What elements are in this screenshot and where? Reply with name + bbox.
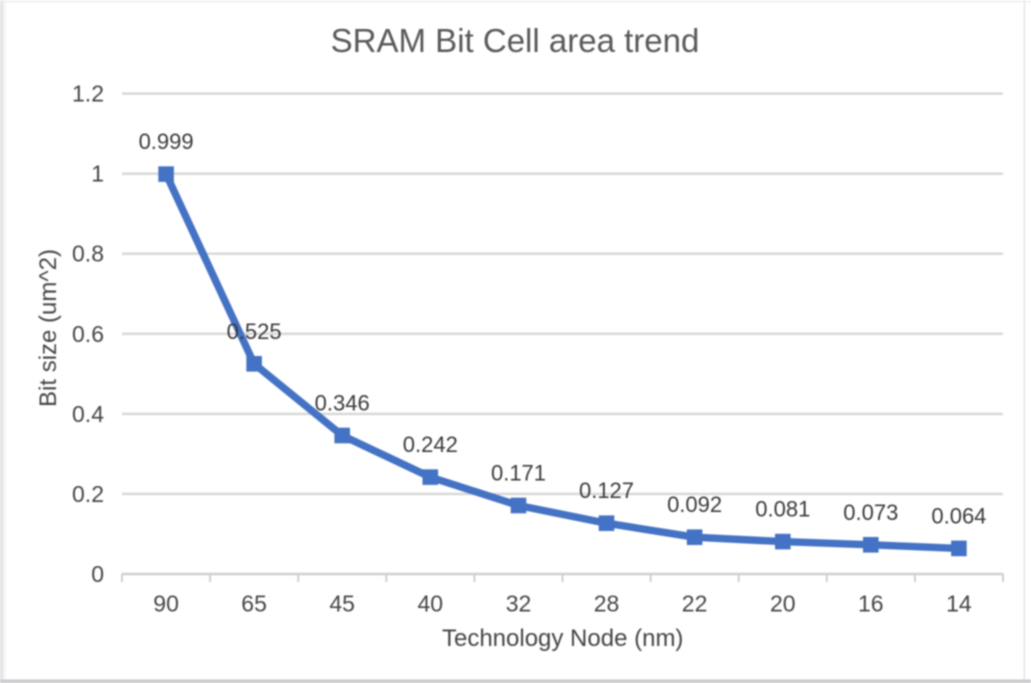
- svg-text:90: 90: [153, 591, 179, 617]
- svg-text:0.2: 0.2: [72, 481, 104, 507]
- svg-text:65: 65: [241, 591, 267, 617]
- svg-text:32: 32: [506, 591, 532, 617]
- svg-text:0.127: 0.127: [579, 478, 634, 503]
- svg-text:0.346: 0.346: [315, 391, 370, 416]
- svg-text:Bit size (um^2): Bit size (um^2): [35, 249, 62, 407]
- svg-text:0.081: 0.081: [755, 497, 810, 522]
- svg-text:40: 40: [418, 591, 444, 617]
- svg-text:1: 1: [91, 161, 104, 187]
- svg-text:Technology Node (nm): Technology Node (nm): [442, 625, 683, 652]
- svg-text:0.242: 0.242: [403, 432, 458, 457]
- svg-text:45: 45: [329, 591, 355, 617]
- svg-text:0.4: 0.4: [72, 401, 104, 427]
- svg-text:16: 16: [858, 591, 884, 617]
- svg-text:0.999: 0.999: [139, 129, 194, 154]
- svg-text:SRAM Bit Cell area trend: SRAM Bit Cell area trend: [331, 22, 700, 59]
- svg-text:0.073: 0.073: [843, 500, 898, 525]
- svg-text:28: 28: [594, 591, 620, 617]
- svg-text:14: 14: [946, 591, 972, 617]
- svg-text:22: 22: [682, 591, 708, 617]
- svg-text:0.6: 0.6: [72, 321, 104, 347]
- svg-text:1.2: 1.2: [72, 81, 104, 107]
- svg-text:0.8: 0.8: [72, 241, 104, 267]
- svg-text:0: 0: [91, 561, 104, 587]
- svg-text:20: 20: [770, 591, 796, 617]
- svg-text:0.064: 0.064: [931, 503, 986, 528]
- svg-text:0.171: 0.171: [491, 461, 546, 486]
- svg-text:0.092: 0.092: [667, 492, 722, 517]
- svg-text:0.525: 0.525: [227, 319, 282, 344]
